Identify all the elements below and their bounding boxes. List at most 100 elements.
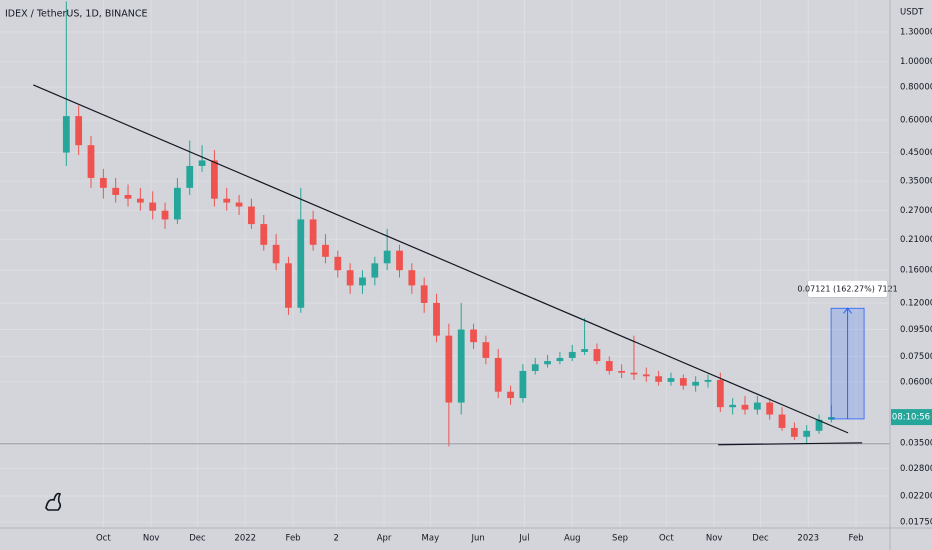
drawings: 0.07121 (162.27%) 7121 (0, 84, 898, 446)
candle-body (396, 250, 403, 271)
candle-body (87, 145, 95, 178)
candle-body (223, 198, 231, 203)
axis-unit: USDT (900, 8, 924, 18)
measure-label-box (807, 280, 888, 298)
x-tick-label: 2 (334, 534, 339, 544)
candle-body (62, 116, 70, 153)
candle-body (716, 379, 724, 408)
candle-body (679, 378, 687, 386)
candle-body (334, 256, 342, 271)
candle-body (753, 402, 761, 410)
x-tick-label: Sep (612, 534, 628, 544)
logo-shape (45, 492, 62, 511)
candle-body (470, 329, 477, 343)
candle-body (383, 250, 391, 264)
trend-line (33, 84, 849, 434)
y-tick-label: 0.80000 (900, 83, 932, 93)
candle-body (359, 277, 366, 286)
y-tick-label: 0.06000 (900, 377, 932, 387)
candle-body (75, 116, 83, 146)
candle-body (433, 302, 440, 336)
y-tick-label: 0.12000 (900, 298, 932, 308)
candle-body (778, 414, 786, 428)
candle-body (309, 219, 317, 245)
candle-body (692, 381, 700, 386)
candle-body (704, 379, 712, 382)
measure-arrow-head (843, 307, 852, 314)
x-tick-label: Jul (518, 534, 529, 544)
y-tick-label: 0.60000 (900, 115, 932, 125)
candle-body (272, 244, 280, 264)
x-tick-label: Oct (659, 534, 674, 544)
y-tick-label: 0.35000 (900, 177, 932, 187)
y-tick-label: 1.30000 (900, 27, 932, 37)
candle-body (371, 263, 379, 278)
y-tick-label: 0.03500 (900, 439, 932, 449)
x-tick-label: Jun (471, 534, 485, 544)
candle-body (186, 165, 194, 188)
x-tick-label: 2023 (797, 534, 819, 544)
candle-body (568, 351, 576, 358)
candle-body (790, 427, 798, 437)
candle-body (161, 210, 169, 220)
candle-body (420, 285, 428, 303)
y-tick-label: 0.02200 (900, 491, 932, 501)
candle-body (766, 402, 774, 415)
candle-body (198, 160, 206, 166)
y-tick-label: 0.07500 (900, 352, 932, 362)
candle-body (581, 349, 588, 352)
chart-title: IDEX / TetherUS, 1D, BINANCE (5, 9, 148, 20)
candle-body (556, 357, 564, 362)
candle-body (741, 404, 749, 410)
y-tick-label: 0.16000 (900, 266, 932, 276)
candle-body (297, 219, 305, 308)
price-label-box (891, 409, 932, 426)
candle-body (729, 404, 737, 408)
y-tick-label: 0.45000 (900, 148, 932, 158)
candle-body (285, 263, 292, 308)
candle-body (173, 187, 181, 220)
x-tick-label: Aug (564, 534, 581, 544)
candle-body (494, 357, 502, 392)
candle-body (815, 419, 823, 431)
candle-body (803, 430, 811, 437)
candle-body (605, 361, 613, 371)
candle-body (346, 270, 354, 286)
x-tick-label: Feb (286, 534, 301, 544)
x-tick-label: Dec (752, 534, 769, 544)
candle-body (544, 361, 551, 365)
y-tick-label: 0.09500 (900, 325, 932, 335)
x-tick-label: May (422, 534, 440, 544)
candle-body (457, 329, 465, 403)
candle-body (482, 342, 490, 358)
candle-body (655, 376, 663, 382)
y-tick-label: 0.27000 (900, 206, 932, 216)
candle-body (667, 378, 675, 382)
x-tick-label: Dec (189, 534, 206, 544)
countdown-label: 08:10:56 (892, 413, 930, 423)
candle-body (507, 391, 514, 399)
candle-body (408, 270, 416, 286)
candle-body (531, 364, 539, 371)
support-line (718, 442, 863, 446)
x-tick-label: Oct (96, 534, 111, 544)
x-tick-label: Feb (849, 534, 864, 544)
candle-body (618, 370, 626, 373)
candle-body (124, 194, 132, 199)
candle-body (235, 202, 243, 207)
candle-body (149, 202, 157, 211)
candle-body (642, 374, 650, 377)
candles (62, 1, 835, 447)
candle-body (593, 349, 601, 362)
logo (45, 492, 62, 511)
measure-label: 0.07121 (162.27%) 7121 (797, 284, 897, 293)
candle-body (136, 198, 144, 203)
x-tick-label: Nov (143, 534, 160, 544)
grid (0, 0, 890, 528)
candle-body (630, 372, 638, 375)
y-tick-label: 0.01750 (900, 517, 932, 527)
y-tick-label: 0.21000 (900, 235, 932, 245)
candle-body (99, 177, 107, 188)
